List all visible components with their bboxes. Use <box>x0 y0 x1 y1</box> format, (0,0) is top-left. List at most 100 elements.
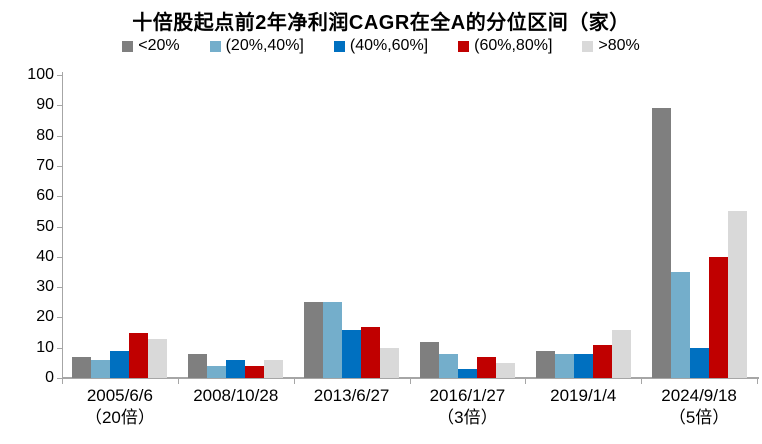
bar <box>129 332 149 378</box>
legend-swatch-icon <box>582 40 594 52</box>
chart-legend: <20% (20%,40%] (40%,60%] (60%,80%] >80% <box>0 37 762 55</box>
bar <box>188 353 208 378</box>
x-category-multiple: （5倍） <box>668 408 730 427</box>
bar <box>592 344 612 378</box>
bar-group-2008-10-28 <box>178 353 294 378</box>
bar <box>651 108 671 378</box>
bar <box>476 356 496 378</box>
x-axis-tick <box>525 379 527 384</box>
x-category-date: 2019/1/4 <box>550 386 617 405</box>
y-axis-tick <box>57 256 62 258</box>
y-axis-tick-label: 10 <box>36 338 54 356</box>
bar <box>380 347 400 378</box>
bar <box>245 365 265 378</box>
x-category-date: 2005/6/6 <box>86 386 153 405</box>
y-axis-tick-label: 70 <box>36 156 54 174</box>
legend-item-1: (20%,40%] <box>209 37 304 55</box>
legend-label: <20% <box>138 37 180 54</box>
y-axis-tick-label: 40 <box>36 247 54 265</box>
x-axis-tick <box>62 379 63 384</box>
bar <box>708 256 728 378</box>
bar-group-2005-6-6 <box>62 332 178 378</box>
x-category-label: 2016/1/27 （3倍） <box>410 385 526 429</box>
x-category-multiple: （20倍） <box>84 408 155 427</box>
y-axis-tick-label: 30 <box>36 278 54 296</box>
bar <box>264 359 284 378</box>
y-axis-tick <box>57 196 62 198</box>
bar <box>727 211 747 378</box>
bar <box>495 362 515 378</box>
bar-group-2016-1-27 <box>410 341 526 378</box>
bar <box>689 347 709 378</box>
bar <box>573 353 593 378</box>
bar <box>226 359 246 378</box>
y-axis-tick <box>57 105 62 107</box>
bar <box>554 353 574 378</box>
bar <box>419 341 439 378</box>
x-category-label: 2008/10/28 <box>178 385 294 407</box>
legend-item-4: >80% <box>582 37 640 55</box>
bar-group-2013-6-27 <box>294 302 410 378</box>
legend-item-2: (40%,60%] <box>333 37 429 55</box>
chart-title: 十倍股起点前2年净利润CAGR在全A的分位区间（家） <box>132 12 630 34</box>
bar <box>304 302 324 378</box>
x-axis-tick <box>177 379 179 384</box>
y-axis-tick <box>57 317 62 319</box>
x-category-label: 2005/6/6 （20倍） <box>62 385 178 429</box>
bar <box>91 359 111 378</box>
bar <box>361 326 381 378</box>
x-axis-tick <box>757 379 758 384</box>
x-category-date: 2013/6/27 <box>313 386 390 405</box>
bar <box>323 302 343 378</box>
bar <box>457 368 477 378</box>
legend-label: (40%,60%] <box>349 37 429 54</box>
bar-group-2019-1-4 <box>525 329 641 378</box>
legend-label: >80% <box>598 37 640 54</box>
bar <box>438 353 458 378</box>
y-axis-tick-label: 80 <box>36 126 54 144</box>
y-axis-tick <box>57 347 62 349</box>
legend-label: (20%,40%] <box>225 37 304 54</box>
x-category-multiple: （3倍） <box>437 408 498 427</box>
x-category-date: 2016/1/27 <box>429 386 506 405</box>
legend-swatch-icon <box>122 40 134 52</box>
y-axis-tick <box>57 135 62 137</box>
x-category-date: 2008/10/28 <box>193 386 279 405</box>
bar-group-2024-9-18 <box>641 108 757 378</box>
y-axis-tick <box>57 226 62 228</box>
x-axis-tick <box>409 379 411 384</box>
x-category-label: 2024/9/18 （5倍） <box>641 385 757 429</box>
y-axis-tick-label: 0 <box>45 369 54 386</box>
y-axis-tick-label: 50 <box>36 217 54 235</box>
legend-swatch-icon <box>458 40 470 52</box>
y-axis-tick-label: 100 <box>27 66 54 83</box>
bar <box>110 350 130 378</box>
legend-swatch-icon <box>209 40 221 52</box>
y-axis-line <box>62 72 63 378</box>
bar <box>670 271 690 378</box>
y-axis-tick <box>57 165 62 167</box>
bar <box>535 350 555 378</box>
bar <box>611 329 631 378</box>
y-axis-tick-label: 90 <box>36 96 54 114</box>
legend-label: (60%,80%] <box>474 37 553 54</box>
bar <box>342 329 362 378</box>
x-category-label: 2019/1/4 <box>525 385 641 407</box>
y-axis-tick <box>57 378 62 379</box>
legend-item-0: <20% <box>122 37 180 55</box>
x-axis-line <box>62 377 759 379</box>
legend-item-3: (60%,80%] <box>458 37 552 55</box>
bar <box>72 356 92 378</box>
x-category-date: 2024/9/18 <box>661 386 737 405</box>
y-axis-tick <box>57 75 62 76</box>
y-axis-tick <box>57 287 62 289</box>
bar <box>207 365 227 378</box>
x-axis-tick <box>641 379 643 384</box>
y-axis-tick-label: 20 <box>36 308 54 326</box>
x-category-label: 2013/6/27 <box>294 385 410 407</box>
legend-swatch-icon <box>333 40 345 52</box>
y-axis-tick-label: 60 <box>36 187 54 205</box>
x-axis-tick <box>293 379 295 384</box>
